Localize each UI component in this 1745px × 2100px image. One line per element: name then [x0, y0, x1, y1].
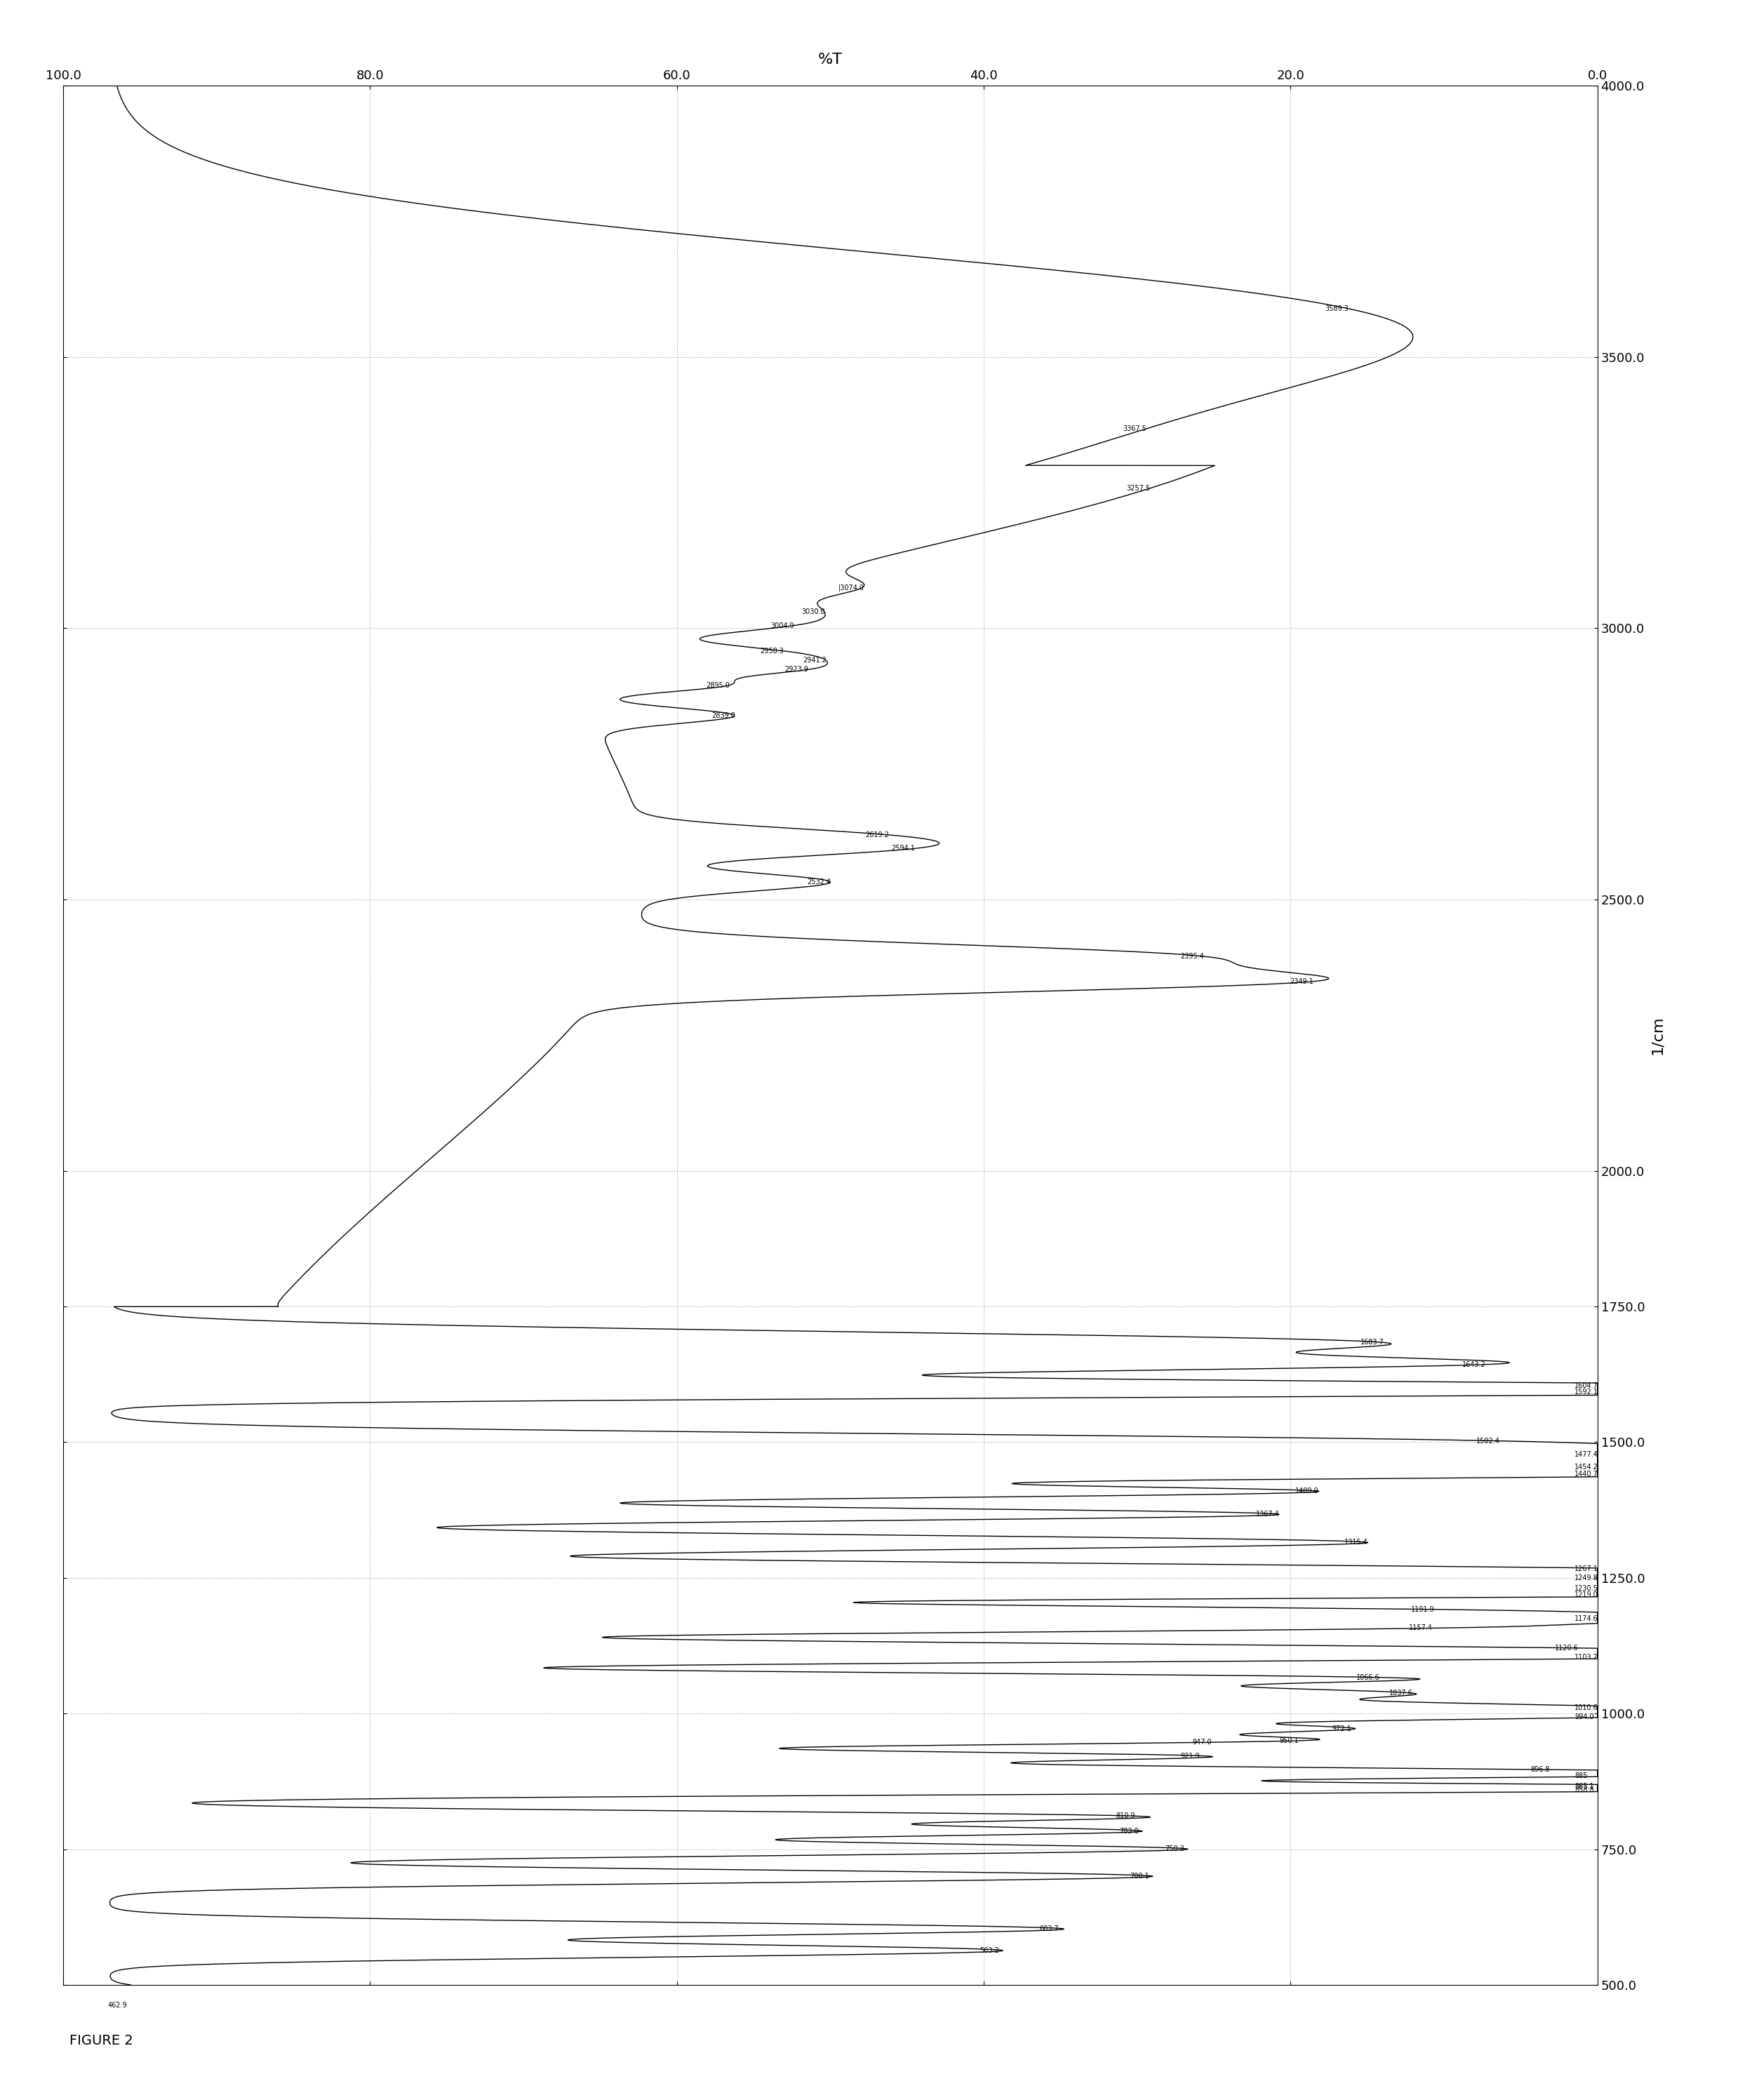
Text: 1120.6: 1120.6: [1555, 1644, 1579, 1651]
Text: 1103.2: 1103.2: [1574, 1655, 1598, 1661]
Text: 3367.5: 3367.5: [1122, 426, 1146, 433]
Text: 2349.1: 2349.1: [1290, 979, 1314, 985]
Text: 2895.0: 2895.0: [707, 682, 729, 689]
Text: 2958.3: 2958.3: [761, 647, 784, 655]
Text: 2594.1: 2594.1: [892, 844, 914, 853]
Text: 1157.4: 1157.4: [1408, 1625, 1433, 1632]
Y-axis label: 1/cm: 1/cm: [1651, 1016, 1665, 1054]
Text: 885: 885: [1574, 1772, 1588, 1779]
Text: 3589.3: 3589.3: [1324, 304, 1349, 313]
Text: 1454.2: 1454.2: [1574, 1464, 1598, 1470]
Text: 2395.4: 2395.4: [1180, 953, 1204, 960]
Text: 1683.7: 1683.7: [1361, 1340, 1384, 1346]
Text: 1010.6: 1010.6: [1574, 1705, 1598, 1712]
Text: 950.1: 950.1: [1279, 1737, 1298, 1745]
Text: 1643.2: 1643.2: [1462, 1361, 1487, 1367]
Text: 2923.9: 2923.9: [785, 666, 808, 674]
Text: 1037.6: 1037.6: [1389, 1691, 1413, 1697]
Text: 2839.0: 2839.0: [712, 712, 735, 718]
X-axis label: %T: %T: [818, 52, 843, 67]
Text: FIGURE 2: FIGURE 2: [70, 2035, 133, 2048]
Text: 858.8: 858.8: [1574, 1787, 1593, 1793]
Text: 896.8: 896.8: [1530, 1766, 1550, 1772]
Text: 3257.5: 3257.5: [1126, 485, 1150, 491]
Text: 700.1: 700.1: [1129, 1873, 1148, 1879]
Text: 2532.4: 2532.4: [808, 878, 831, 886]
Text: 1367.4: 1367.4: [1256, 1510, 1279, 1518]
Text: 1219.0: 1219.0: [1574, 1592, 1598, 1598]
Text: 947.0: 947.0: [1192, 1739, 1211, 1745]
Text: 2619.2: 2619.2: [866, 832, 888, 838]
Text: 810.9: 810.9: [1115, 1812, 1136, 1819]
Text: 462.9: 462.9: [108, 2001, 127, 2008]
Text: 1315.4: 1315.4: [1344, 1539, 1368, 1546]
Text: 1477.4: 1477.4: [1574, 1451, 1598, 1457]
Text: 1409.9: 1409.9: [1295, 1487, 1319, 1495]
Text: 3004.9: 3004.9: [771, 622, 794, 630]
Text: 750.3: 750.3: [1164, 1846, 1185, 1852]
Text: 865.1: 865.1: [1574, 1783, 1593, 1789]
Text: |3074.0: |3074.0: [838, 584, 864, 592]
Text: 603.7: 603.7: [1040, 1926, 1059, 1932]
Text: 3030.0: 3030.0: [801, 609, 825, 615]
Text: 994.0: 994.0: [1574, 1714, 1593, 1720]
Text: 1174.6: 1174.6: [1574, 1615, 1598, 1623]
Text: 1267.1: 1267.1: [1574, 1564, 1598, 1573]
Text: 1066.6: 1066.6: [1356, 1674, 1380, 1680]
Text: 1440.7: 1440.7: [1574, 1470, 1598, 1478]
Text: 1592.1: 1592.1: [1574, 1388, 1598, 1396]
Text: 1502.4: 1502.4: [1476, 1436, 1499, 1445]
Text: 1249.8: 1249.8: [1574, 1575, 1598, 1581]
Text: 972.1: 972.1: [1331, 1724, 1352, 1732]
Text: 1604.7: 1604.7: [1574, 1382, 1598, 1388]
Text: 1191.9: 1191.9: [1410, 1606, 1434, 1613]
Text: 2941.2: 2941.2: [803, 657, 827, 664]
Text: 783.0: 783.0: [1119, 1827, 1138, 1835]
Text: 921.9: 921.9: [1181, 1751, 1201, 1760]
Text: 1230.5: 1230.5: [1574, 1586, 1598, 1592]
Text: 563.2: 563.2: [981, 1947, 1000, 1953]
